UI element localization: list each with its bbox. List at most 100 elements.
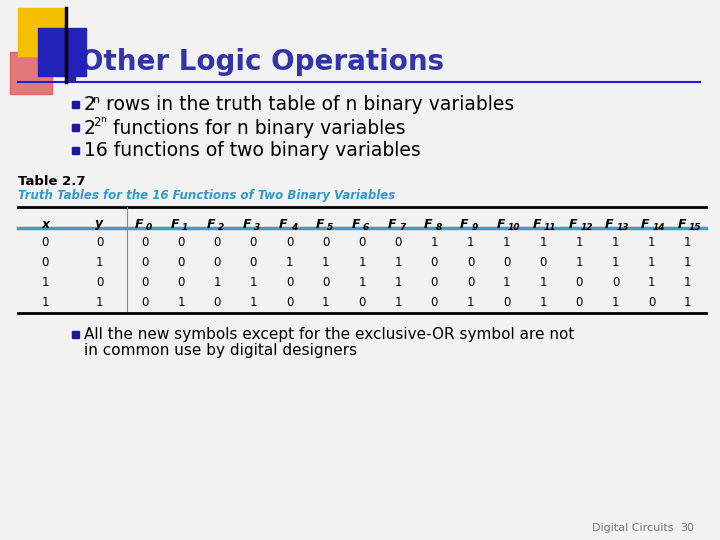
Text: 2: 2 (84, 118, 96, 138)
Text: F: F (171, 218, 179, 231)
Text: n: n (100, 114, 106, 124)
Text: 1: 1 (359, 275, 366, 288)
Text: 0: 0 (395, 235, 402, 248)
Text: 0: 0 (96, 235, 103, 248)
Text: 1: 1 (250, 295, 257, 308)
Text: F: F (207, 218, 215, 231)
Text: 1: 1 (42, 275, 49, 288)
Text: 1: 1 (182, 222, 188, 232)
Text: 6: 6 (363, 222, 369, 232)
Text: 0: 0 (431, 295, 438, 308)
Text: 0: 0 (213, 235, 221, 248)
Text: 2: 2 (218, 222, 225, 232)
Text: 1: 1 (213, 275, 221, 288)
Bar (72, 147, 79, 154)
Text: x: x (41, 218, 49, 231)
Text: n: n (93, 95, 100, 105)
Text: F: F (424, 218, 433, 231)
Text: 12: 12 (580, 222, 593, 232)
Bar (72, 331, 79, 338)
Text: 1: 1 (684, 255, 692, 268)
Text: 0: 0 (648, 295, 655, 308)
Text: 1: 1 (539, 235, 546, 248)
Text: 1: 1 (575, 235, 583, 248)
Text: 1: 1 (684, 295, 692, 308)
Bar (72, 101, 79, 108)
Text: 0: 0 (359, 235, 366, 248)
Text: 0: 0 (286, 295, 293, 308)
Text: 2: 2 (93, 117, 101, 130)
Bar (38, 28, 86, 76)
Text: 1: 1 (612, 255, 619, 268)
Text: 11: 11 (544, 222, 557, 232)
Text: 15: 15 (689, 222, 701, 232)
Text: Table 2.7: Table 2.7 (18, 175, 86, 188)
Text: 0: 0 (575, 275, 583, 288)
Text: 1: 1 (539, 295, 546, 308)
Text: 1: 1 (648, 275, 655, 288)
Text: 1: 1 (612, 295, 619, 308)
Text: 1: 1 (648, 235, 655, 248)
Text: Other Logic Operations: Other Logic Operations (80, 48, 444, 76)
Text: 0: 0 (42, 255, 49, 268)
Text: 1: 1 (503, 275, 510, 288)
Text: F: F (351, 218, 360, 231)
Text: 1: 1 (395, 255, 402, 268)
Text: 0: 0 (141, 295, 148, 308)
Text: F: F (279, 218, 287, 231)
Text: 1: 1 (96, 295, 103, 308)
Text: rows in the truth table of n binary variables: rows in the truth table of n binary vari… (100, 96, 514, 114)
Bar (68, 74, 75, 81)
Text: 0: 0 (359, 295, 366, 308)
Text: 0: 0 (503, 295, 510, 308)
Text: 0: 0 (145, 222, 152, 232)
Text: F: F (387, 218, 396, 231)
Text: 0: 0 (322, 275, 330, 288)
Text: 1: 1 (359, 255, 366, 268)
Text: 1: 1 (250, 275, 257, 288)
Text: F: F (569, 218, 577, 231)
Text: 1: 1 (395, 275, 402, 288)
Text: in common use by digital designers: in common use by digital designers (84, 343, 357, 359)
Text: 1: 1 (395, 295, 402, 308)
Text: 1: 1 (467, 235, 474, 248)
Text: 0: 0 (286, 275, 293, 288)
Text: 1: 1 (467, 295, 474, 308)
Text: 0: 0 (431, 275, 438, 288)
Text: 0: 0 (42, 235, 49, 248)
Text: 16 functions of two binary variables: 16 functions of two binary variables (84, 141, 420, 160)
Text: Truth Tables for the 16 Functions of Two Binary Variables: Truth Tables for the 16 Functions of Two… (18, 189, 395, 202)
Text: F: F (315, 218, 324, 231)
Text: 0: 0 (177, 235, 184, 248)
Text: 8: 8 (436, 222, 441, 232)
Text: 1: 1 (177, 295, 185, 308)
Text: 0: 0 (250, 255, 257, 268)
Text: F: F (605, 218, 613, 231)
Text: 1: 1 (286, 255, 293, 268)
Text: 2: 2 (84, 96, 96, 114)
Text: 0: 0 (96, 275, 103, 288)
Text: 0: 0 (612, 275, 619, 288)
Text: 3: 3 (254, 222, 261, 232)
Bar (72, 124, 79, 131)
Text: All the new symbols except for the exclusive-OR symbol are not: All the new symbols except for the exclu… (84, 327, 575, 342)
Text: 1: 1 (684, 275, 692, 288)
Text: 0: 0 (431, 255, 438, 268)
Text: 0: 0 (177, 255, 184, 268)
Text: y: y (96, 218, 104, 231)
Text: 0: 0 (575, 295, 583, 308)
Text: 0: 0 (503, 255, 510, 268)
Text: 0: 0 (141, 235, 148, 248)
Text: 14: 14 (653, 222, 665, 232)
Text: F: F (678, 218, 686, 231)
Text: 9: 9 (472, 222, 478, 232)
Text: 1: 1 (322, 255, 330, 268)
Text: 0: 0 (213, 295, 221, 308)
Text: F: F (642, 218, 649, 231)
Text: 0: 0 (467, 275, 474, 288)
Text: 0: 0 (177, 275, 184, 288)
Text: 1: 1 (322, 295, 330, 308)
Text: Digital Circuits: Digital Circuits (592, 523, 673, 533)
Text: 5: 5 (327, 222, 333, 232)
Text: 0: 0 (141, 275, 148, 288)
